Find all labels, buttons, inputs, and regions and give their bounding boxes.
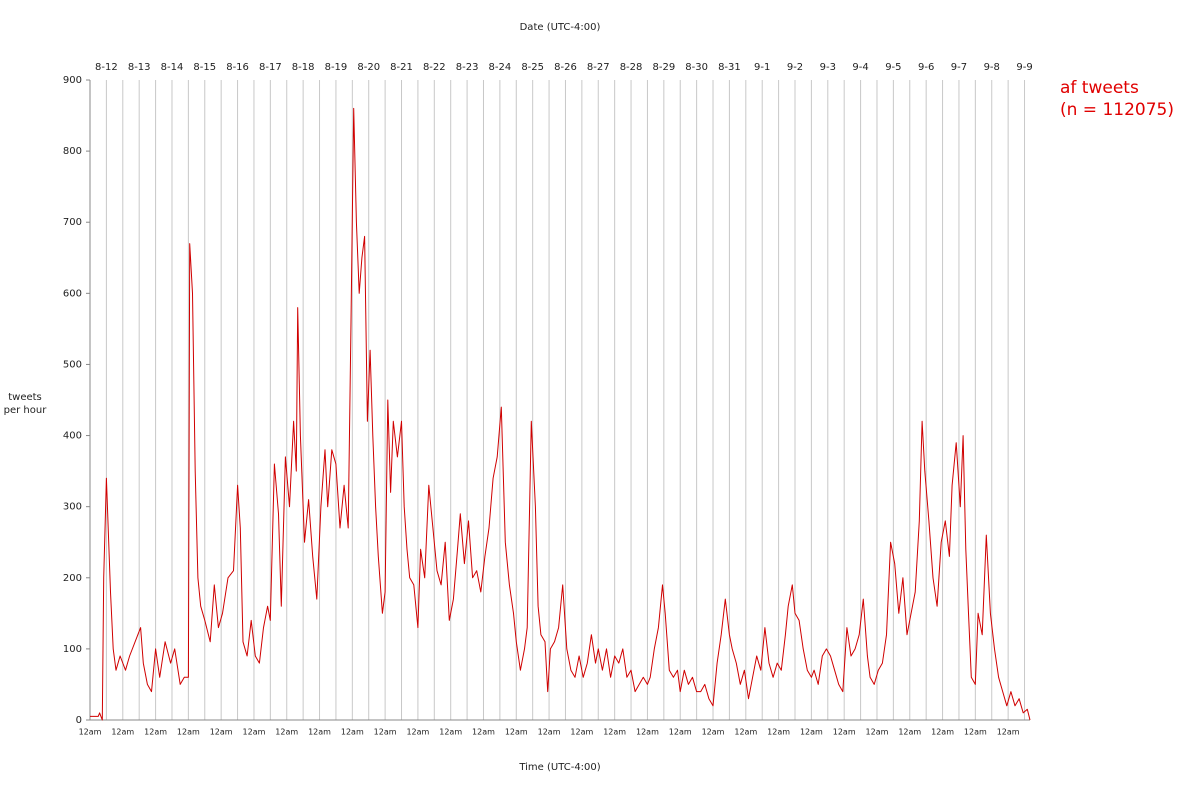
y-tick-label: 300 [63,502,82,513]
x2-tick-label: 8-23 [456,62,479,73]
y-tick-label: 0 [76,715,82,726]
x2-tick-label: 9-8 [984,62,1000,73]
x2-tick-label: 9-2 [787,62,803,73]
x-tick-label: 12am [898,728,921,737]
x2-tick-label: 8-19 [325,62,348,73]
x2-tick-label: 8-12 [95,62,118,73]
x2-tick-label: 8-27 [587,62,610,73]
x-tick-label: 12am [275,728,298,737]
x2-tick-label: 8-16 [226,62,249,73]
y-tick-label: 200 [63,573,82,584]
x2-tick-label: 9-6 [918,62,934,73]
x-tick-label: 12am [964,728,987,737]
x2-tick-label: 9-5 [885,62,901,73]
x2-tick-label: 9-9 [1016,62,1032,73]
x-tick-label: 12am [177,728,200,737]
x2-tick-label: 8-24 [489,62,512,73]
legend-label: af tweets [1060,78,1139,98]
x-tick-label: 12am [341,728,364,737]
y-tick-label: 500 [63,359,82,370]
x-tick-label: 12am [111,728,134,737]
x-tick-label: 12am [833,728,856,737]
x-tick-label: 12am [505,728,528,737]
x2-tick-label: 8-21 [390,62,413,73]
x2-tick-label: 9-3 [820,62,836,73]
x-tick-label: 12am [374,728,397,737]
x-tick-label: 12am [243,728,266,737]
x-tick-label: 12am [997,728,1020,737]
x2-tick-label: 8-31 [718,62,741,73]
x-tick-label: 12am [439,728,462,737]
x2-tick-label: 8-25 [521,62,544,73]
x2-tick-label: 8-14 [161,62,184,73]
x2-tick-label: 9-1 [754,62,770,73]
y-tick-label: 600 [63,288,82,299]
x-tick-label: 12am [603,728,626,737]
x-tick-label: 12am [669,728,692,737]
chart-title: Date (UTC-4:00) [520,22,601,33]
x-tick-label: 12am [636,728,659,737]
x2-tick-label: 8-28 [620,62,643,73]
series-line [90,107,1031,721]
x-tick-label: 12am [800,728,823,737]
x-tick-label: 12am [570,728,593,737]
x-tick-label: 12am [406,728,429,737]
x-tick-label: 12am [472,728,495,737]
y-tick-label: 400 [63,431,82,442]
legend-note: (n = 112075) [1060,100,1174,120]
x-tick-label: 12am [144,728,167,737]
x2-tick-label: 8-18 [292,62,315,73]
x2-tick-label: 8-20 [357,62,380,73]
y-tick-label: 800 [63,146,82,157]
x2-tick-label: 8-22 [423,62,446,73]
x2-tick-label: 8-26 [554,62,577,73]
x2-tick-label: 8-17 [259,62,282,73]
x2-tick-label: 8-13 [128,62,151,73]
x-tick-label: 12am [767,728,790,737]
y-tick-label: 100 [63,644,82,655]
x2-tick-label: 9-7 [951,62,967,73]
y-axis-label: per hour [4,405,48,416]
x2-tick-label: 8-30 [685,62,708,73]
x-tick-label: 12am [734,728,757,737]
x2-tick-label: 8-29 [652,62,675,73]
x2-tick-label: 9-4 [852,62,868,73]
x-tick-label: 12am [702,728,725,737]
x-tick-label: 12am [866,728,889,737]
x-tick-label: 12am [210,728,233,737]
x-tick-label: 12am [308,728,331,737]
x-axis-label: Time (UTC-4:00) [518,762,600,773]
y-tick-label: 900 [63,75,82,86]
x-tick-label: 12am [538,728,561,737]
y-tick-label: 700 [63,217,82,228]
x-tick-label: 12am [79,728,102,737]
x2-tick-label: 8-15 [193,62,216,73]
x-tick-label: 12am [931,728,954,737]
y-axis-label: tweets [8,392,42,403]
